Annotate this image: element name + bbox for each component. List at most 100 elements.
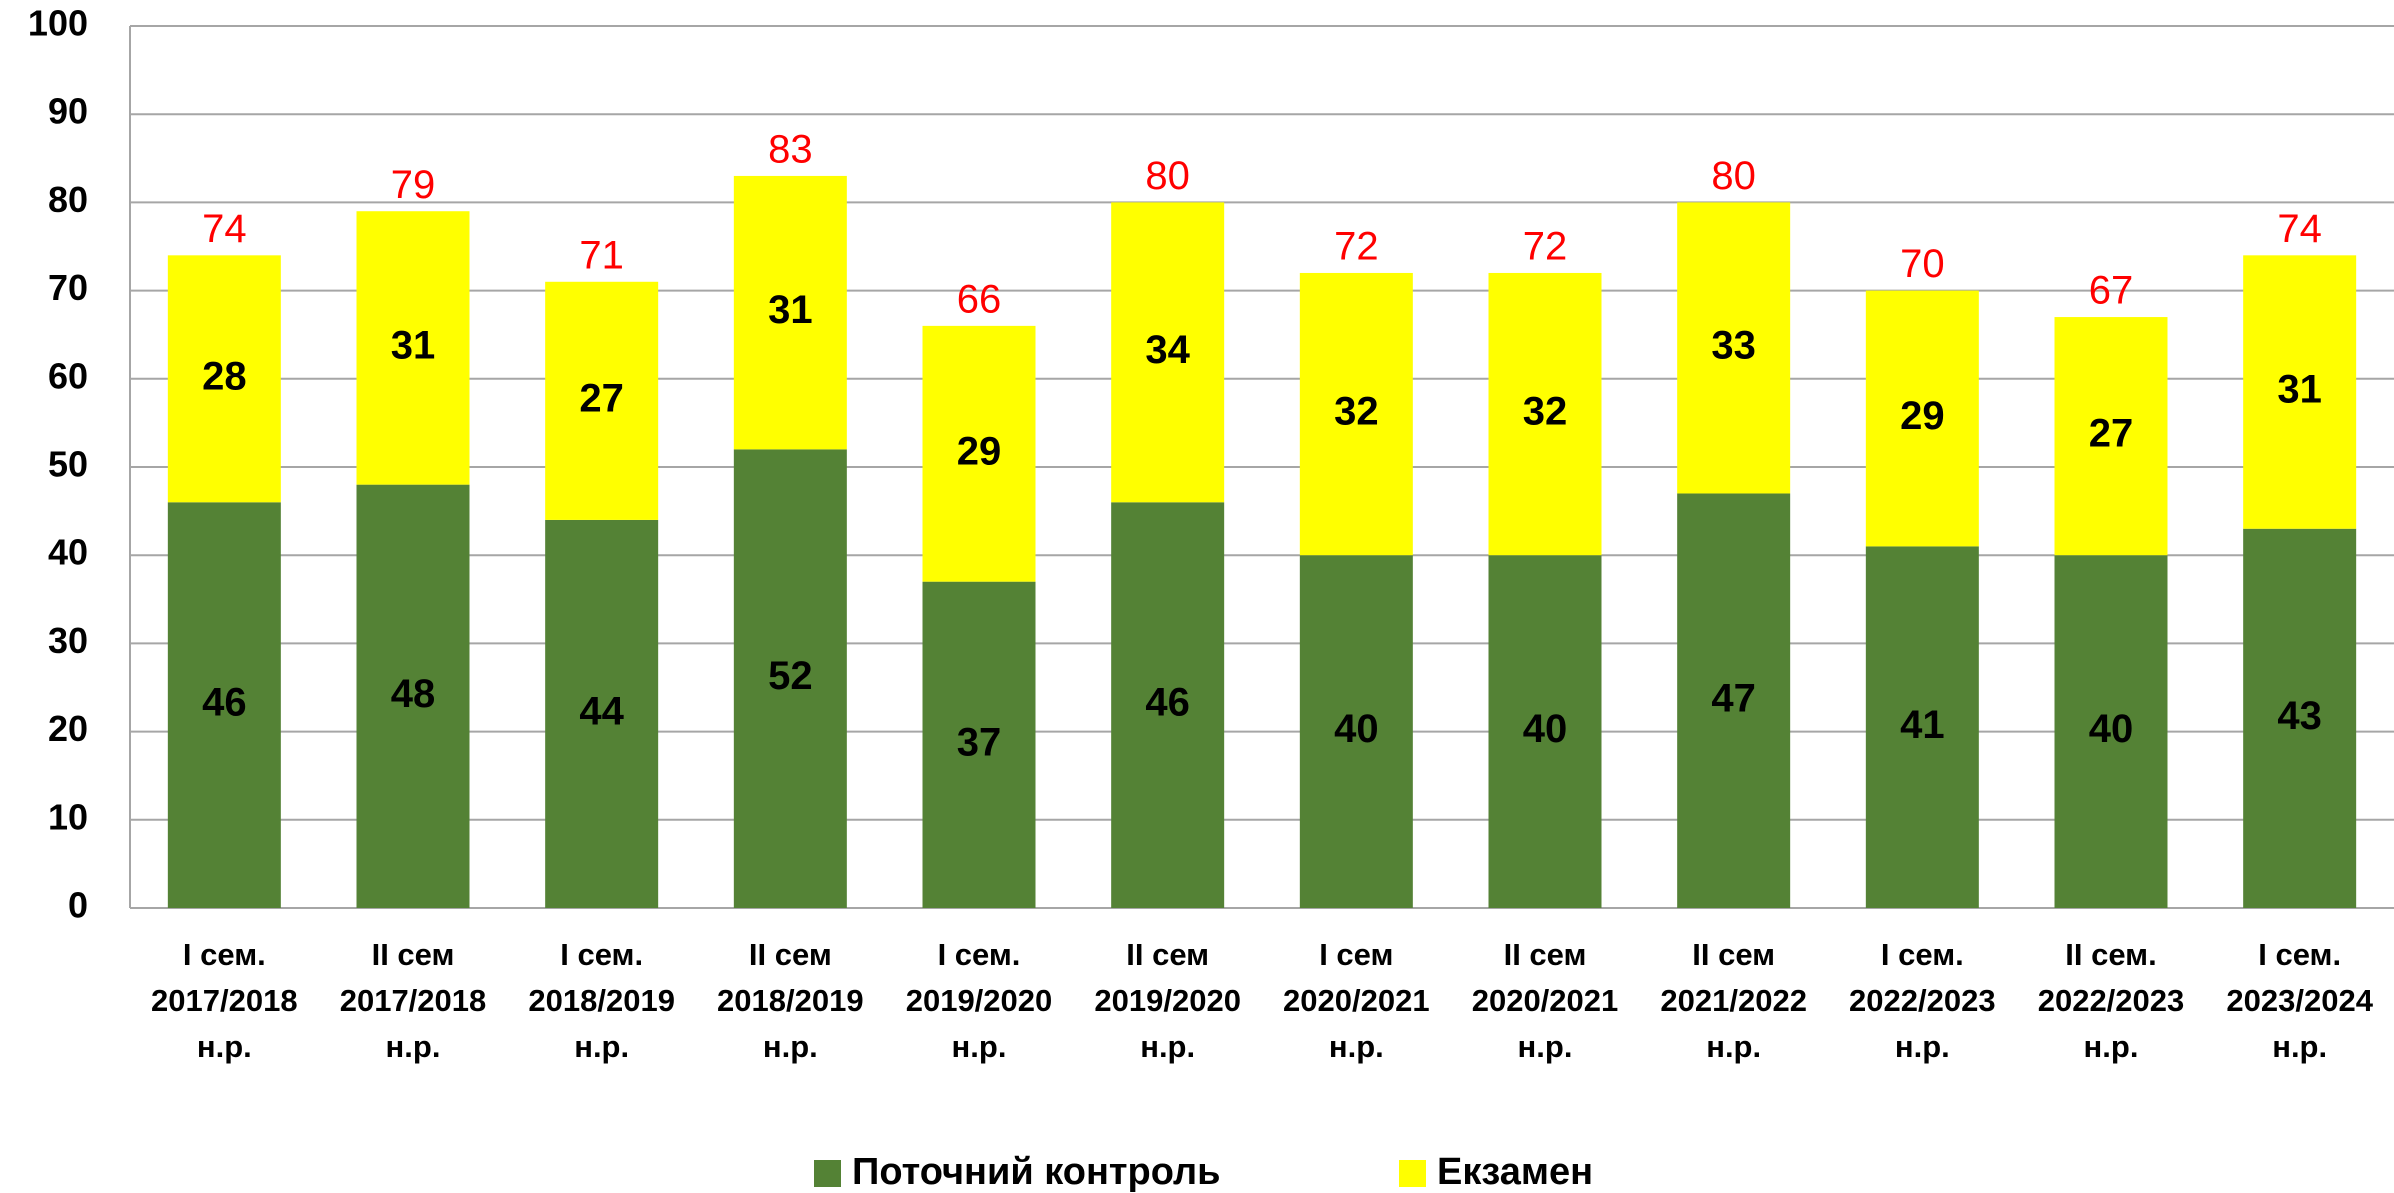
x-tick-label: н.р. bbox=[197, 1029, 252, 1064]
total-label: 72 bbox=[1523, 225, 1568, 269]
x-tick-label: 2018/2019 bbox=[528, 983, 675, 1018]
value-label: 40 bbox=[1334, 707, 1379, 751]
bar-segment bbox=[1677, 493, 1791, 908]
x-tick-label: 2021/2022 bbox=[1660, 983, 1807, 1018]
x-tick-label: I сем. bbox=[560, 937, 643, 972]
value-label: 32 bbox=[1334, 390, 1379, 434]
bar-segment bbox=[356, 484, 470, 908]
total-label: 70 bbox=[1900, 242, 1945, 286]
legend-label: Поточний контроль bbox=[852, 1151, 1221, 1193]
bar-segment bbox=[1865, 546, 1979, 908]
bar-segment bbox=[1865, 290, 1979, 547]
legend-label: Екзамен bbox=[1437, 1151, 1593, 1193]
bar-segment bbox=[545, 281, 659, 520]
y-tick-label: 0 bbox=[68, 885, 88, 926]
bar-segment bbox=[1111, 202, 1225, 503]
x-tick-label: 2022/2023 bbox=[2038, 983, 2185, 1018]
bar-segment bbox=[1299, 272, 1413, 556]
value-label: 29 bbox=[957, 429, 1002, 473]
y-tick-label: 80 bbox=[48, 179, 88, 220]
value-label: 44 bbox=[579, 690, 624, 734]
legend-swatch bbox=[814, 1160, 841, 1187]
x-tick-label: 2019/2020 bbox=[1094, 983, 1241, 1018]
x-tick-label: 2020/2021 bbox=[1472, 983, 1619, 1018]
y-tick-label: 30 bbox=[48, 620, 88, 661]
value-label: 46 bbox=[1145, 681, 1190, 725]
value-label: 32 bbox=[1523, 390, 1568, 434]
bar-segment bbox=[733, 175, 847, 450]
x-tick-label: II сем bbox=[1692, 937, 1775, 972]
bar-segment bbox=[1677, 202, 1791, 494]
total-label: 66 bbox=[957, 277, 1002, 321]
x-tick-label: II сем bbox=[1126, 937, 1209, 972]
bar-segment bbox=[922, 581, 1036, 908]
bar-segment bbox=[2243, 255, 2357, 529]
total-label: 72 bbox=[1334, 225, 1379, 269]
total-label: 71 bbox=[579, 233, 624, 277]
x-tick-label: н.р. bbox=[1895, 1029, 1950, 1064]
bar-segment bbox=[356, 211, 470, 485]
y-tick-label: 40 bbox=[48, 532, 88, 573]
bar-segment bbox=[1488, 555, 1602, 908]
bar-segment bbox=[167, 255, 281, 503]
bar-segment bbox=[1488, 272, 1602, 556]
x-tick-label: 2019/2020 bbox=[906, 983, 1053, 1018]
value-label: 33 bbox=[1711, 323, 1756, 367]
x-tick-label: н.р. bbox=[386, 1029, 441, 1064]
bar-segment bbox=[1299, 555, 1413, 908]
y-tick-label: 60 bbox=[48, 355, 88, 396]
value-label: 40 bbox=[2089, 707, 2134, 751]
value-label: 37 bbox=[957, 720, 1002, 764]
x-tick-label: н.р. bbox=[1518, 1029, 1573, 1064]
bar-segment bbox=[733, 449, 847, 908]
x-tick-label: II сем bbox=[372, 937, 455, 972]
y-tick-label: 20 bbox=[48, 708, 88, 749]
x-tick-label: I сем bbox=[1319, 937, 1393, 972]
total-label: 79 bbox=[391, 163, 436, 207]
x-tick-label: 2017/2018 bbox=[340, 983, 487, 1018]
value-label: 46 bbox=[202, 681, 247, 725]
value-label: 41 bbox=[1900, 703, 1945, 747]
value-label: 43 bbox=[2277, 694, 2322, 738]
x-tick-label: н.р. bbox=[952, 1029, 1007, 1064]
x-tick-label: н.р. bbox=[1140, 1029, 1195, 1064]
y-tick-label: 50 bbox=[48, 444, 88, 485]
x-tick-label: I сем. bbox=[183, 937, 266, 972]
total-label: 74 bbox=[202, 207, 247, 251]
value-label: 28 bbox=[202, 354, 247, 398]
x-tick-label: 2017/2018 bbox=[151, 983, 298, 1018]
x-tick-label: н.р. bbox=[1329, 1029, 1384, 1064]
x-tick-label: н.р. bbox=[1706, 1029, 1761, 1064]
value-label: 31 bbox=[768, 288, 813, 332]
bar-segment bbox=[2243, 528, 2357, 908]
x-tick-label: 2020/2021 bbox=[1283, 983, 1430, 1018]
bar-segment bbox=[2054, 555, 2168, 908]
x-tick-label: II сем bbox=[749, 937, 832, 972]
y-tick-label: 100 bbox=[28, 3, 88, 44]
x-tick-label: I сем. bbox=[938, 937, 1021, 972]
y-tick-label: 70 bbox=[48, 267, 88, 308]
value-label: 29 bbox=[1900, 394, 1945, 438]
value-label: 52 bbox=[768, 654, 813, 698]
total-label: 74 bbox=[2277, 207, 2322, 251]
bar-segment bbox=[2054, 317, 2168, 556]
value-label: 31 bbox=[2277, 368, 2322, 412]
x-tick-label: I сем. bbox=[1881, 937, 1964, 972]
value-label: 47 bbox=[1711, 676, 1756, 720]
x-tick-label: 2022/2023 bbox=[1849, 983, 1996, 1018]
x-tick-label: н.р. bbox=[2272, 1029, 2327, 1064]
total-label: 83 bbox=[768, 128, 813, 172]
value-label: 48 bbox=[391, 672, 436, 716]
y-tick-label: 10 bbox=[48, 796, 88, 837]
value-label: 27 bbox=[579, 376, 624, 420]
bar-segment bbox=[167, 502, 281, 908]
x-tick-label: II сем bbox=[1504, 937, 1587, 972]
total-label: 80 bbox=[1145, 154, 1190, 198]
x-tick-label: 2018/2019 bbox=[717, 983, 864, 1018]
bar-segment bbox=[545, 519, 659, 908]
value-label: 31 bbox=[391, 323, 436, 367]
legend-swatch bbox=[1399, 1160, 1426, 1187]
total-label: 67 bbox=[2089, 269, 2134, 313]
x-tick-label: н.р. bbox=[763, 1029, 818, 1064]
